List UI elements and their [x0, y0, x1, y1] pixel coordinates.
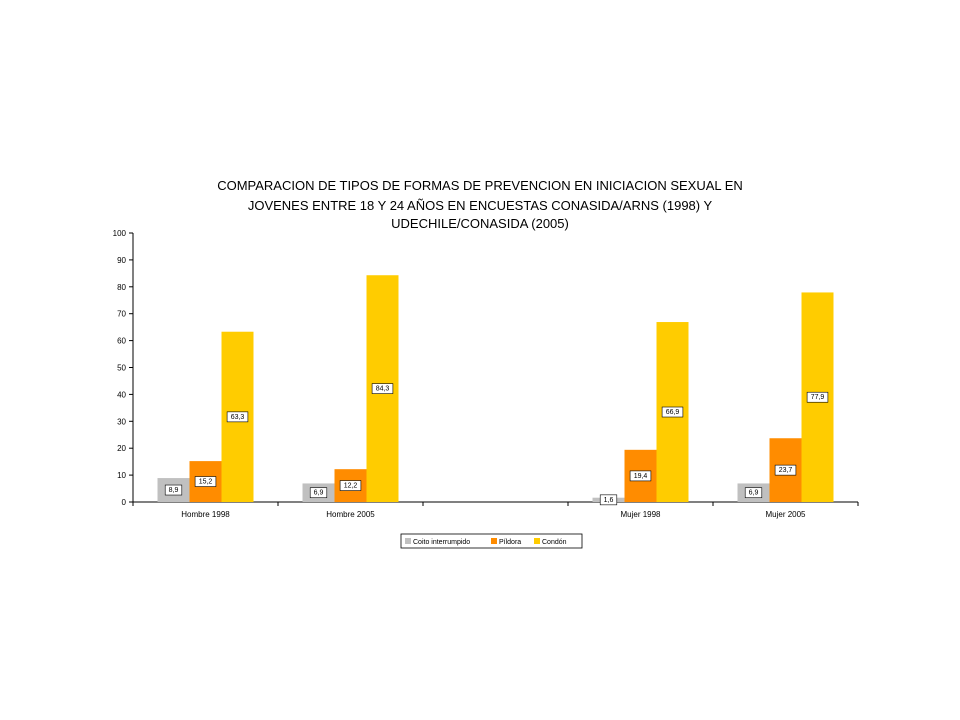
y-tick-label: 90 — [117, 256, 126, 265]
data-label: 84,3 — [376, 386, 390, 393]
data-label-box — [806, 391, 829, 403]
data-label: 19,4 — [634, 473, 648, 480]
data-label-box — [599, 494, 618, 506]
x-category-label: Hombre 1998 — [181, 510, 230, 519]
data-label: 6,9 — [749, 490, 759, 497]
data-labels: 8,9 6,9 1,6 6,9 15,2 12,2 19,4 23,7 63,3 84,3 66,9… — [164, 383, 829, 506]
data-label: 8,9 — [169, 487, 179, 494]
legend-swatch — [534, 538, 540, 544]
legend-entry: Condón — [542, 539, 567, 546]
y-tick-label: 0 — [122, 498, 127, 507]
y-tick-label: 60 — [117, 337, 126, 346]
data-label: 12,2 — [344, 483, 358, 490]
data-label-box — [371, 383, 394, 394]
y-tick-label: 10 — [117, 471, 126, 480]
legend-entry: Coito interrumpido — [413, 539, 470, 546]
y-tick-label: 70 — [117, 310, 126, 319]
data-label-box — [164, 484, 183, 496]
y-tick-label: 40 — [117, 390, 126, 399]
data-label: 23,7 — [779, 467, 793, 474]
data-label-box — [226, 411, 249, 423]
data-label-box — [309, 487, 328, 499]
data-label-box — [629, 470, 652, 482]
data-label-box — [339, 480, 362, 491]
x-category-label: Mujer 2005 — [765, 510, 806, 519]
chart-title-line-1: COMPARACION DE TIPOS DE FORMAS DE PREVEN… — [217, 178, 743, 193]
axes: 0 10 20 30 40 50 60 70 80 90 100 Hombre 1998 Hombre … — [113, 229, 859, 519]
data-label-box — [744, 487, 763, 499]
data-label: 77,9 — [811, 394, 825, 401]
data-label: 6,9 — [314, 490, 324, 497]
data-label: 66,9 — [666, 409, 680, 416]
x-category-label: Hombre 2005 — [326, 510, 375, 519]
x-category-label: Mujer 1998 — [620, 510, 661, 519]
y-tick-label: 50 — [117, 364, 126, 373]
chart-title-line-3: UDECHILE/CONASIDA (2005) — [391, 216, 569, 231]
legend: Coito interrumpido Píldora Condón — [400, 533, 583, 549]
data-label-box — [661, 406, 684, 418]
chart-title: COMPARACION DE TIPOS DE FORMAS DE PREVEN… — [217, 178, 743, 231]
y-tick-label: 20 — [117, 444, 126, 453]
data-label: 63,3 — [231, 414, 245, 421]
bars — [157, 275, 834, 502]
chart-title-line-2: JOVENES ENTRE 18 Y 24 AÑOS EN ENCUESTAS … — [248, 198, 713, 213]
data-label: 1,6 — [604, 497, 614, 504]
data-label: 15,2 — [199, 479, 213, 486]
legend-entry: Píldora — [499, 539, 521, 546]
data-label-box — [774, 464, 797, 476]
y-tick-label: 100 — [113, 229, 127, 238]
data-label-box — [194, 476, 217, 487]
legend-swatch — [491, 538, 497, 544]
y-tick-label: 30 — [117, 417, 126, 426]
y-tick-label: 80 — [117, 283, 126, 292]
legend-swatch — [405, 538, 411, 544]
